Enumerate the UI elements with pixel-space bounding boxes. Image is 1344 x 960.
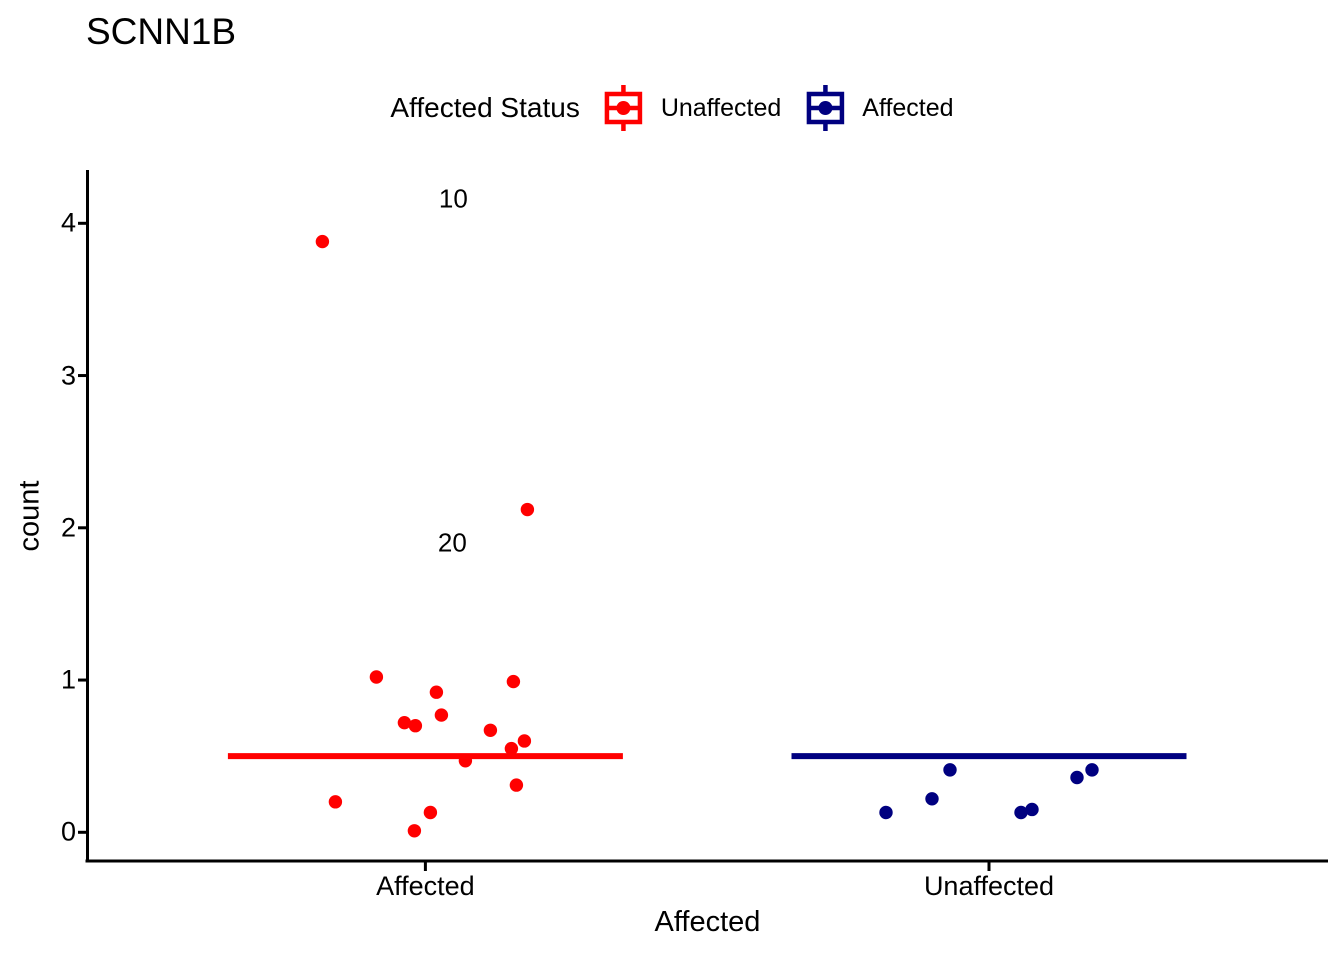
- x-axis-title: Affected: [654, 906, 761, 938]
- chart-title: SCNN1B: [86, 11, 237, 52]
- annotation-label: 10: [438, 183, 468, 214]
- data-point-affected: [879, 805, 893, 820]
- data-point-affected: [943, 763, 957, 777]
- annotation-label: 20: [437, 527, 467, 558]
- y-tick-label: 1: [60, 664, 76, 695]
- crossbar-point-key-icon: [806, 85, 845, 131]
- data-point-unaffected: [483, 723, 498, 737]
- x-tick-label: Unaffected: [923, 871, 1055, 901]
- data-point-unaffected: [407, 824, 422, 838]
- data-point-affected: [1014, 805, 1028, 820]
- data-point-affected: [925, 792, 939, 806]
- data-point-affected: [1070, 770, 1084, 785]
- data-point-unaffected: [517, 734, 532, 748]
- data-point-unaffected: [315, 234, 330, 249]
- data-point-unaffected: [458, 754, 473, 768]
- y-tick-label: 4: [60, 207, 76, 238]
- data-point-unaffected: [328, 795, 343, 809]
- legend-title: Affected Status: [390, 92, 580, 123]
- legend-item-affected: Affected: [805, 82, 954, 134]
- legend-item-unaffected: Unaffected: [604, 82, 781, 134]
- legend: Affected Status Unaffected Affected: [390, 82, 954, 134]
- legend-label-unaffected: Unaffected: [660, 93, 782, 122]
- data-point-unaffected: [520, 502, 535, 517]
- crossbar-point-key-icon: [605, 85, 643, 131]
- data-point-unaffected: [369, 670, 384, 684]
- data-point-affected: [1025, 802, 1039, 817]
- y-tick-label: 3: [60, 360, 76, 391]
- data-point-unaffected: [429, 685, 444, 699]
- data-point-affected: [1085, 763, 1099, 777]
- y-tick-label: 0: [60, 816, 76, 847]
- data-point-unaffected: [434, 708, 449, 722]
- data-point-unaffected: [423, 805, 438, 820]
- y-tick-label: 2: [60, 512, 76, 543]
- data-point-unaffected: [408, 719, 423, 733]
- data-point-unaffected: [509, 778, 524, 792]
- data-point-unaffected: [506, 674, 521, 689]
- legend-label-affected: Affected: [862, 93, 954, 122]
- x-tick-label: Affected: [376, 871, 475, 901]
- data-point-unaffected: [504, 741, 519, 756]
- data-point-unaffected: [397, 715, 412, 730]
